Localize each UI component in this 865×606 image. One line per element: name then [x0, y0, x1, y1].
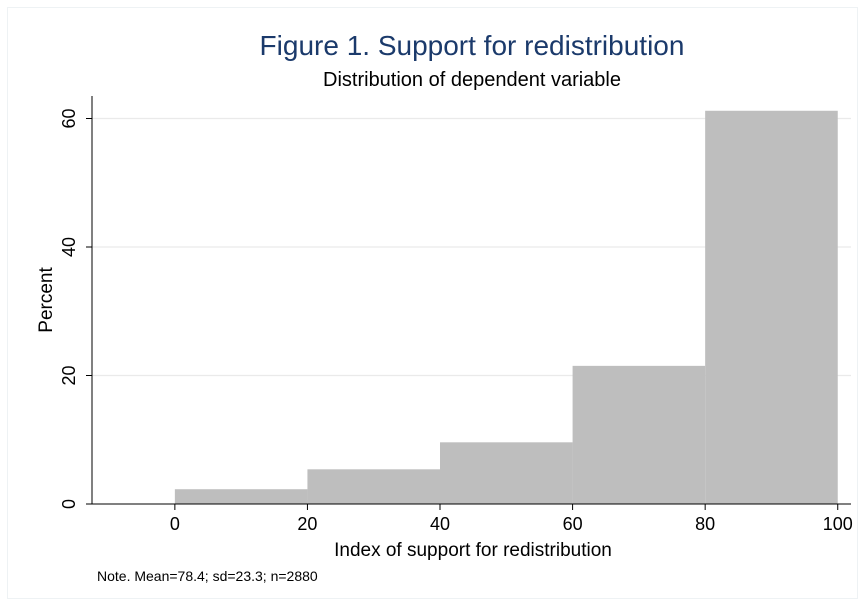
histogram-bar [307, 469, 441, 504]
histogram-bar [174, 489, 308, 504]
x-tick-label: 80 [695, 514, 715, 534]
chart-note: Note. Mean=78.4; sd=23.3; n=2880 [97, 568, 318, 584]
x-tick-label: 60 [563, 514, 583, 534]
y-axis-label: Percent [36, 267, 57, 333]
y-tick-label: 60 [59, 108, 79, 128]
x-tick-label: 0 [170, 514, 180, 534]
x-tick-label: 40 [430, 514, 450, 534]
histogram-bar [705, 110, 838, 504]
y-tick-label: 20 [59, 365, 79, 385]
histogram-bar [440, 442, 573, 504]
axes [91, 96, 851, 505]
x-axis-label: Index of support for redistribution [334, 540, 612, 561]
chart-subtitle: Distribution of dependent variable [323, 69, 621, 91]
x-axis-ticks: 0 20 40 60 80 100 [170, 504, 853, 534]
chart-title: Figure 1. Support for redistribution [260, 30, 685, 61]
x-tick-label: 20 [297, 514, 317, 534]
histogram-bars [174, 110, 838, 504]
y-axis-ticks: 0 20 40 60 [59, 108, 92, 509]
y-tick-label: 40 [59, 237, 79, 257]
y-tick-label: 0 [59, 499, 79, 509]
histogram-bar [572, 365, 706, 504]
x-tick-label: 100 [823, 514, 853, 534]
